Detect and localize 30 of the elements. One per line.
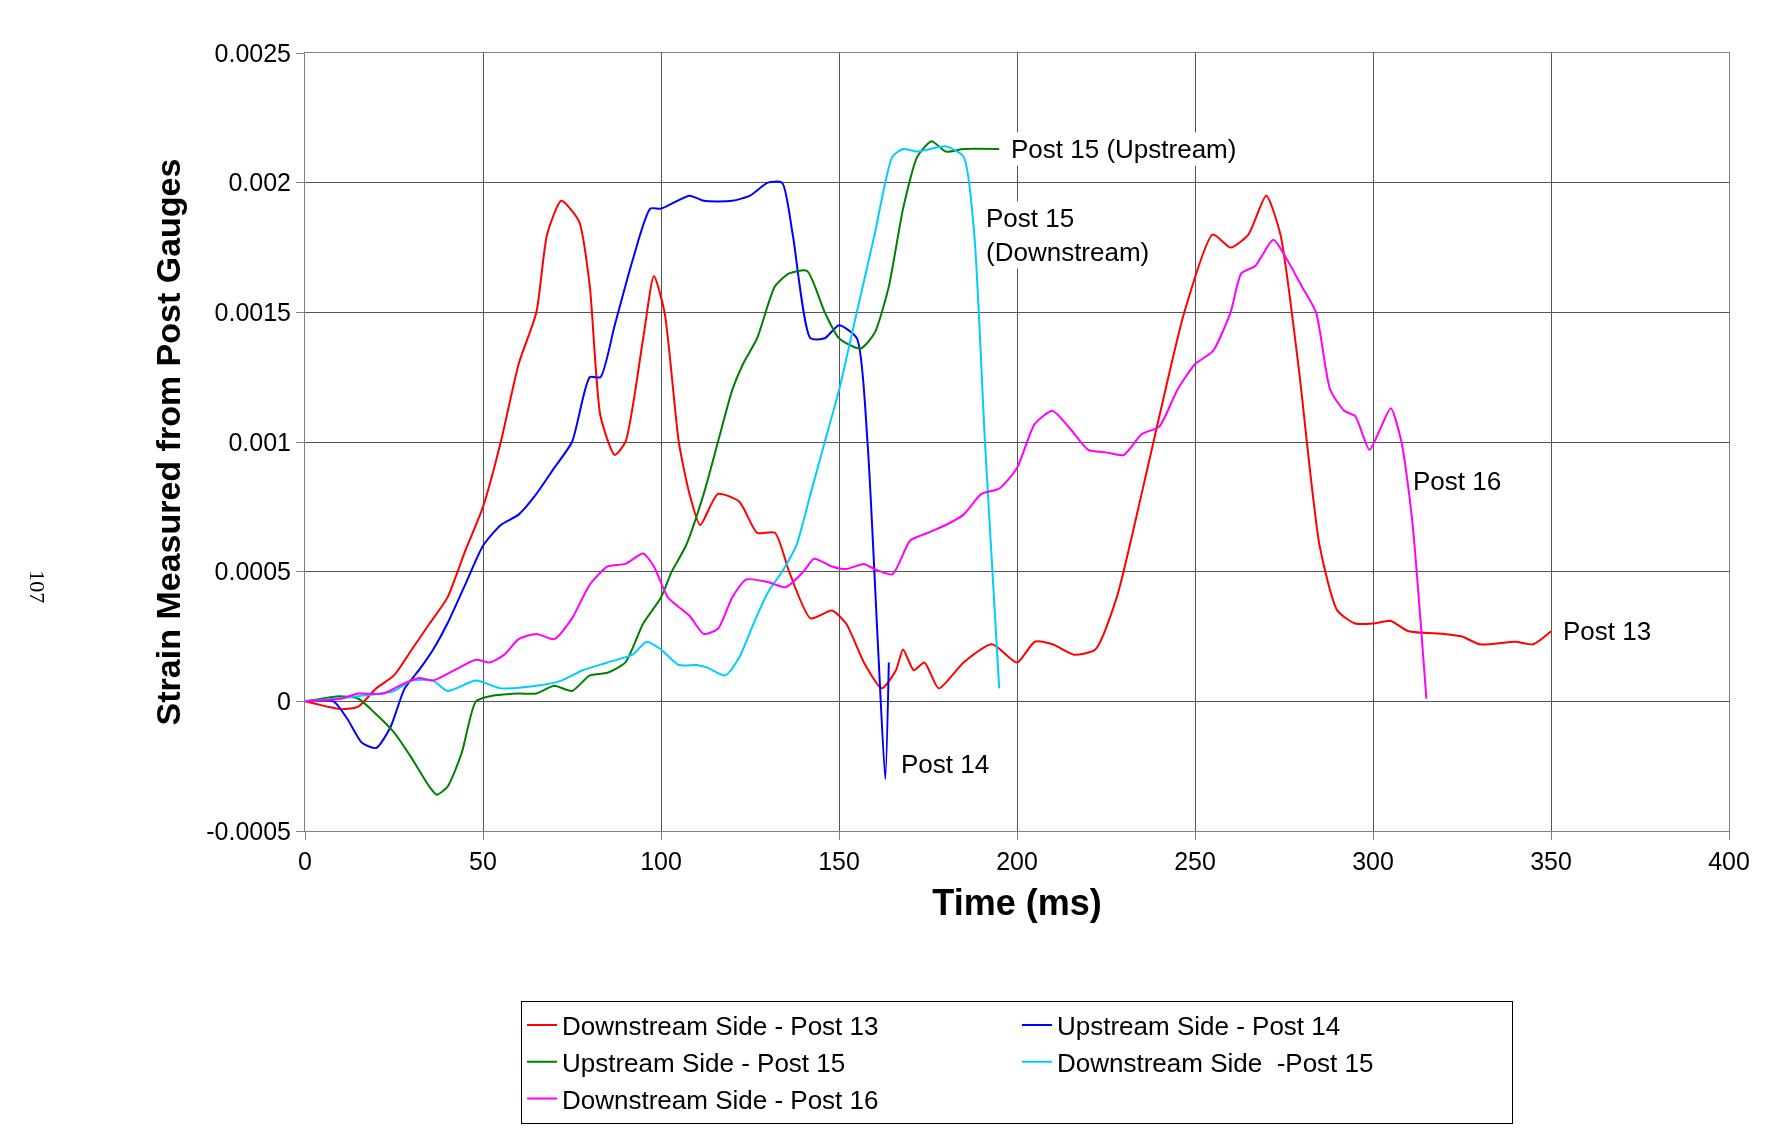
x-tick-label: 0 (298, 847, 312, 875)
legend-label: Downstream Side -Post 15 (1057, 1047, 1374, 1078)
annotation: Post 14 (901, 749, 990, 779)
annotation: Post 16 (1413, 466, 1502, 496)
legend-label: Upstream Side - Post 14 (1057, 1011, 1341, 1042)
x-tick-label: 250 (1174, 847, 1216, 875)
x-axis-title: Time (ms) (932, 881, 1102, 923)
legend-label: Upstream Side - Post 15 (562, 1047, 846, 1078)
annotation: Post 15 (Upstream) (1011, 134, 1237, 164)
x-tick-label: 150 (818, 847, 860, 875)
y-tick-label: 0 (277, 687, 291, 716)
legend-label: Downstream Side - Post 16 (562, 1084, 879, 1115)
x-tick-label: 400 (1708, 847, 1750, 875)
y-tick-label: 0.0015 (214, 298, 291, 327)
y-tick-label: -0.0005 (206, 816, 291, 845)
x-tick-label: 300 (1352, 847, 1394, 875)
annotation: Post 15 (Downstream) (986, 203, 1150, 267)
x-tick-label: 100 (640, 847, 682, 875)
x-tick-label: 200 (996, 847, 1038, 875)
line-series (305, 194, 1552, 711)
y-axis-title: Strain Measured from Post Gauges (148, 158, 187, 726)
y-tick-label: 0.002 (228, 168, 291, 197)
legend-label: Downstream Side - Post 13 (562, 1011, 879, 1042)
y-tick-label: 0.001 (228, 427, 291, 456)
y-tick-label: 0.0005 (214, 557, 291, 586)
x-tick-label: 350 (1530, 847, 1572, 875)
y-tick-label: 0.0025 (214, 38, 291, 67)
annotation: Post 13 (1563, 616, 1652, 646)
text: 107 (25, 570, 51, 604)
x-tick-label: 50 (469, 847, 497, 875)
